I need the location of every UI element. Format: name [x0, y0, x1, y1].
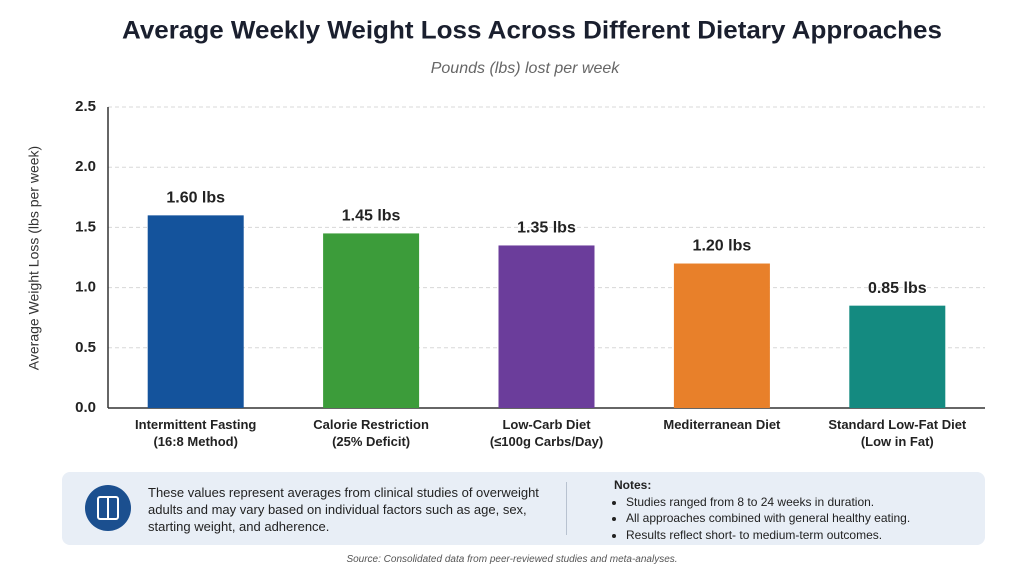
- y-tick-label: 1.0: [75, 279, 96, 296]
- note-item: Results reflect short- to medium-term ou…: [626, 527, 910, 544]
- bar: [498, 245, 595, 408]
- y-tick-label: 1.5: [75, 218, 96, 235]
- value-label: 0.85 lbs: [868, 280, 927, 297]
- x-tick-label: Intermittent Fasting (16:8 Method): [135, 417, 257, 449]
- x-tick-label: Low-Carb Diet (≤100g Carbs/Day): [489, 417, 604, 449]
- bar: [849, 305, 946, 408]
- value-label: 1.35 lbs: [517, 220, 576, 237]
- x-tick-label: Calorie Restriction (25% Deficit): [313, 417, 429, 449]
- value-label: 1.20 lbs: [693, 238, 752, 255]
- y-tick-label: 0.0: [75, 399, 96, 416]
- divider: [566, 482, 567, 535]
- chart-subtitle: Pounds (lbs) lost per week: [431, 60, 621, 77]
- y-tick-label: 2.5: [75, 98, 96, 115]
- bar: [147, 215, 244, 408]
- y-axis-title: Average Weight Loss (lbs per week): [26, 146, 42, 370]
- note-item: Studies ranged from 8 to 24 weeks in dur…: [626, 494, 910, 511]
- value-label: 1.60 lbs: [166, 190, 225, 207]
- y-tick-label: 0.5: [75, 339, 96, 356]
- bar: [673, 263, 770, 408]
- x-tick-label: Mediterranean Diet: [663, 417, 781, 432]
- value-label: 1.45 lbs: [342, 208, 401, 225]
- info-text: These values represent averages from cli…: [148, 485, 539, 534]
- chart-title: Average Weekly Weight Loss Across Differ…: [122, 17, 942, 45]
- note-item: All approaches combined with general hea…: [626, 510, 910, 527]
- notes-title: Notes:: [614, 478, 652, 492]
- source: Source: Consolidated data from peer-revi…: [346, 554, 678, 565]
- info-panel: These values represent averages from cli…: [62, 472, 985, 545]
- x-tick-label: Standard Low-Fat Diet (Low in Fat): [828, 417, 967, 449]
- bar: [323, 233, 420, 408]
- y-tick-label: 2.0: [75, 158, 96, 175]
- notes: Notes: Studies ranged from 8 to 24 weeks…: [614, 477, 910, 543]
- notes-list: Studies ranged from 8 to 24 weeks in dur…: [614, 494, 910, 544]
- info-icon: [85, 485, 131, 531]
